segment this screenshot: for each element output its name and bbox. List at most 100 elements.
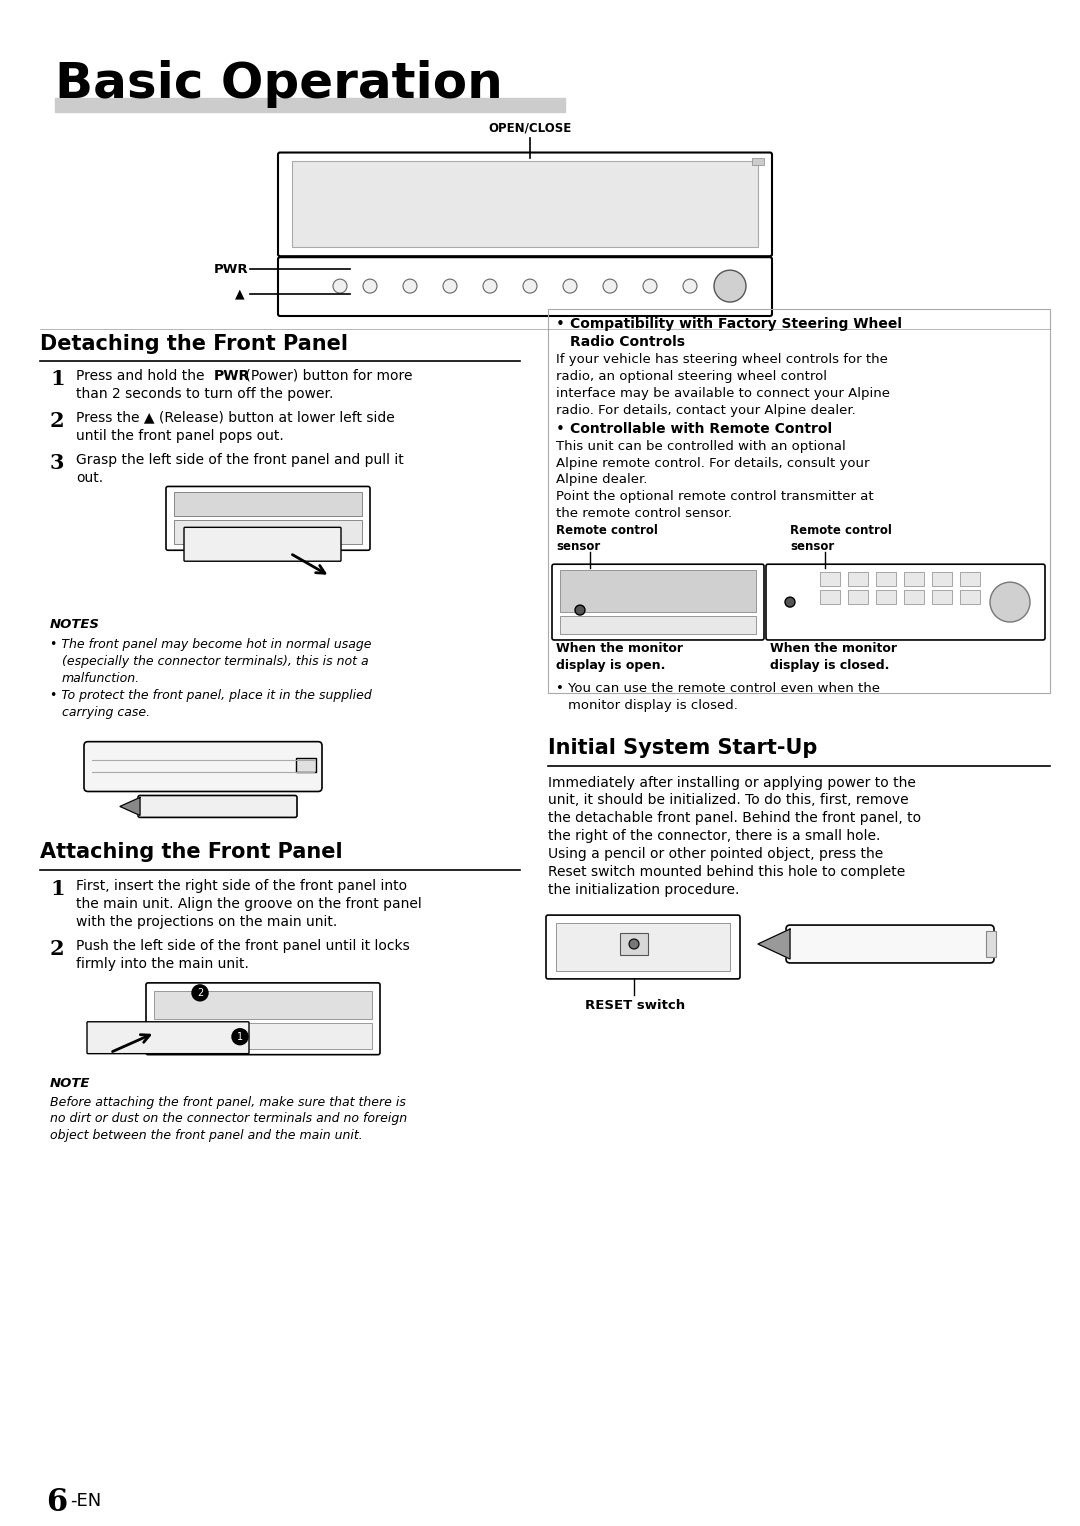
Text: firmly into the main unit.: firmly into the main unit.	[76, 957, 248, 971]
Text: •: •	[556, 421, 565, 436]
Text: Grasp the left side of the front panel and pull it: Grasp the left side of the front panel a…	[76, 453, 404, 467]
Circle shape	[232, 1029, 248, 1045]
Text: the initialization procedure.: the initialization procedure.	[548, 884, 740, 897]
Text: If your vehicle has steering wheel controls for the: If your vehicle has steering wheel contr…	[556, 353, 888, 366]
Bar	[960, 572, 980, 586]
Bar	[561, 617, 756, 633]
Bar	[154, 990, 372, 1019]
Text: Attaching the Front Panel: Attaching the Front Panel	[40, 842, 342, 862]
Polygon shape	[758, 929, 789, 958]
Text: Point the optional remote control transmitter at: Point the optional remote control transm…	[556, 490, 874, 504]
Text: Compatibility with Factory Steering Wheel: Compatibility with Factory Steering Whee…	[570, 317, 902, 331]
Text: 6: 6	[46, 1488, 67, 1518]
Text: Using a pencil or other pointed object, press the: Using a pencil or other pointed object, …	[548, 847, 883, 861]
Text: OPEN/CLOSE: OPEN/CLOSE	[488, 122, 571, 134]
Text: Remote control: Remote control	[556, 525, 658, 537]
Text: display is open.: display is open.	[556, 659, 665, 671]
Text: object between the front panel and the main unit.: object between the front panel and the m…	[50, 1129, 363, 1143]
Text: -EN: -EN	[70, 1492, 102, 1511]
Text: sensor: sensor	[556, 540, 600, 554]
Bar	[620, 932, 648, 955]
Text: carrying case.: carrying case.	[62, 705, 150, 719]
Circle shape	[683, 279, 697, 293]
Text: the detachable front panel. Behind the front panel, to: the detachable front panel. Behind the f…	[548, 812, 921, 826]
FancyBboxPatch shape	[766, 565, 1045, 639]
Bar	[55, 98, 565, 111]
Text: out.: out.	[76, 470, 103, 485]
Bar	[154, 1022, 372, 1048]
Text: When the monitor: When the monitor	[770, 642, 897, 655]
Text: • To protect the front panel, place it in the supplied: • To protect the front panel, place it i…	[50, 688, 372, 702]
Bar	[296, 757, 316, 772]
Text: Radio Controls: Radio Controls	[570, 334, 685, 349]
FancyBboxPatch shape	[278, 153, 772, 256]
Bar	[932, 572, 951, 586]
Text: until the front panel pops out.: until the front panel pops out.	[76, 429, 284, 443]
Text: Reset switch mounted behind this hole to complete: Reset switch mounted behind this hole to…	[548, 865, 905, 879]
Text: Remote control: Remote control	[789, 525, 892, 537]
Text: 1: 1	[50, 369, 65, 389]
Text: the main unit. Align the groove on the front panel: the main unit. Align the groove on the f…	[76, 897, 422, 911]
Bar	[904, 591, 924, 604]
Bar	[986, 931, 996, 957]
Text: First, insert the right side of the front panel into: First, insert the right side of the fron…	[76, 879, 407, 893]
Bar	[292, 162, 758, 247]
Circle shape	[643, 279, 657, 293]
Bar	[174, 520, 362, 545]
Circle shape	[363, 279, 377, 293]
Bar	[960, 591, 980, 604]
FancyBboxPatch shape	[184, 528, 341, 562]
Text: 1: 1	[237, 1032, 243, 1042]
Text: 1: 1	[50, 879, 65, 899]
Bar	[932, 591, 951, 604]
Polygon shape	[120, 798, 140, 815]
Bar	[876, 591, 896, 604]
Text: 2: 2	[50, 410, 65, 430]
Text: • The front panel may become hot in normal usage: • The front panel may become hot in norm…	[50, 638, 372, 652]
Circle shape	[523, 279, 537, 293]
Bar	[752, 157, 764, 165]
Text: When the monitor: When the monitor	[556, 642, 683, 655]
Circle shape	[603, 279, 617, 293]
Text: Press and hold the: Press and hold the	[76, 369, 208, 383]
Text: no dirt or dust on the connector terminals and no foreign: no dirt or dust on the connector termina…	[50, 1112, 407, 1126]
Text: (especially the connector terminals), this is not a: (especially the connector terminals), th…	[62, 655, 368, 668]
Text: NOTE: NOTE	[50, 1076, 91, 1090]
Text: Detaching the Front Panel: Detaching the Front Panel	[40, 334, 348, 354]
Circle shape	[483, 279, 497, 293]
Bar	[876, 572, 896, 586]
Circle shape	[990, 581, 1030, 623]
Text: Initial System Start-Up: Initial System Start-Up	[548, 737, 818, 758]
Text: Alpine dealer.: Alpine dealer.	[556, 473, 647, 487]
Text: radio, an optional steering wheel control: radio, an optional steering wheel contro…	[556, 369, 827, 383]
Circle shape	[403, 279, 417, 293]
Circle shape	[629, 938, 639, 949]
Text: 3: 3	[50, 453, 65, 473]
FancyBboxPatch shape	[278, 258, 772, 316]
FancyBboxPatch shape	[146, 983, 380, 1054]
Text: (Power) button for more: (Power) button for more	[241, 369, 413, 383]
Circle shape	[785, 597, 795, 607]
Text: •: •	[556, 317, 565, 333]
Text: unit, it should be initialized. To do this, first, remove: unit, it should be initialized. To do th…	[548, 794, 908, 807]
FancyBboxPatch shape	[166, 487, 370, 551]
Text: NOTES: NOTES	[50, 618, 99, 632]
Bar	[174, 493, 362, 516]
Bar	[548, 310, 1050, 693]
Text: Basic Operation: Basic Operation	[55, 60, 503, 108]
Circle shape	[443, 279, 457, 293]
FancyBboxPatch shape	[546, 916, 740, 978]
Text: Alpine remote control. For details, consult your: Alpine remote control. For details, cons…	[556, 456, 869, 470]
FancyBboxPatch shape	[87, 1022, 249, 1053]
Text: Push the left side of the front panel until it locks: Push the left side of the front panel un…	[76, 938, 409, 954]
Text: Controllable with Remote Control: Controllable with Remote Control	[570, 421, 832, 435]
Text: display is closed.: display is closed.	[770, 659, 889, 671]
Text: the right of the connector, there is a small hole.: the right of the connector, there is a s…	[548, 829, 880, 844]
FancyBboxPatch shape	[552, 565, 764, 639]
Text: ▲: ▲	[235, 287, 245, 301]
Circle shape	[192, 984, 208, 1001]
Text: interface may be available to connect your Alpine: interface may be available to connect yo…	[556, 386, 890, 400]
Text: malfunction.: malfunction.	[62, 671, 140, 685]
Bar	[848, 572, 868, 586]
Text: PWR: PWR	[214, 262, 248, 276]
